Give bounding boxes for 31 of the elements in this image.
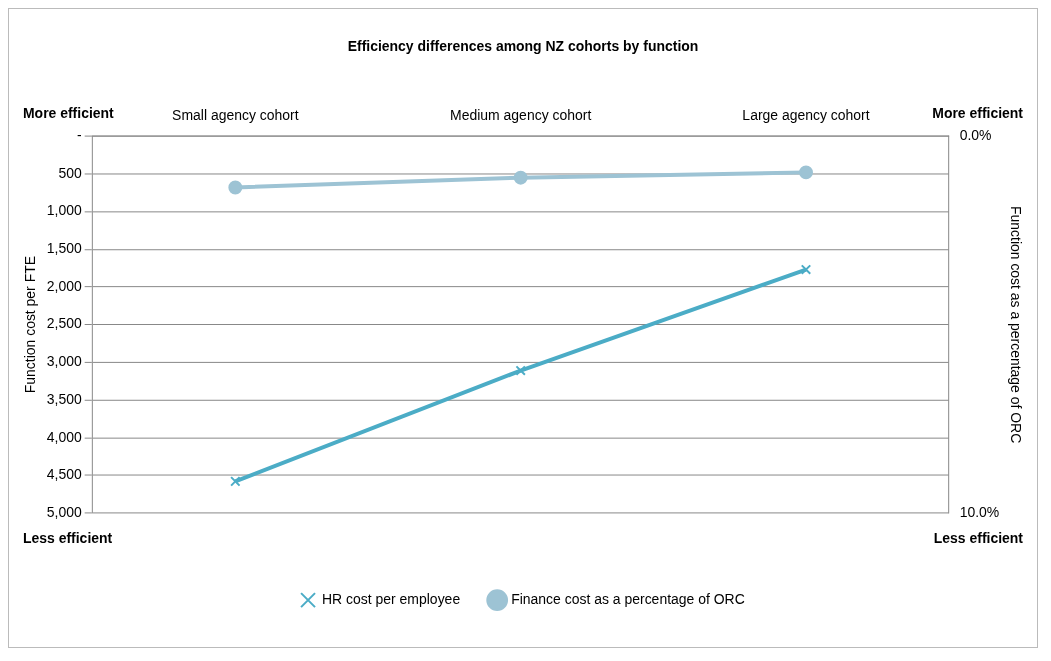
legend-label: Finance cost as a percentage of ORC: [511, 591, 745, 607]
point: [799, 165, 813, 180]
legend-label: HR cost per employee: [322, 591, 461, 607]
x-tick-label: Small agency cohort: [172, 106, 299, 123]
y-tick-label: 2,000: [46, 277, 82, 294]
point: [515, 365, 526, 376]
chart-title: Efficiency differences among NZ cohorts by function: [347, 38, 699, 55]
text: Less efficient: [22, 529, 113, 546]
y-tick-label: 4,500: [46, 466, 82, 483]
y-axis-title: Function cost per FTE: [22, 256, 39, 394]
y2-tick-label: 10.0%: [959, 503, 1000, 520]
y-tick-label: 1,500: [46, 240, 82, 257]
text: Less efficient: [933, 529, 1024, 546]
y2-axis-title: Function cost as a percentage of ORC: [1007, 206, 1024, 444]
y-tick-label: 2,500: [46, 315, 82, 332]
y-tick-label: 3,500: [46, 390, 82, 407]
y-tick-label: 500: [58, 164, 82, 181]
x-tick-label: Medium agency cohort: [450, 106, 592, 123]
point: [230, 476, 241, 487]
y2-tick-label: 0.0%: [959, 127, 992, 144]
y-tick-label: 5,000: [46, 503, 82, 520]
y-tick-label: 3,000: [46, 353, 82, 370]
text: More efficient: [22, 105, 115, 122]
y-tick-label: 1,000: [46, 202, 82, 219]
point: [800, 264, 812, 275]
y-tick-label: -: [77, 127, 83, 144]
text: More efficient: [932, 105, 1024, 122]
x-tick-label: Large agency cohort: [742, 106, 870, 123]
point: [228, 180, 243, 195]
y-tick-label: 4,000: [46, 428, 82, 445]
point: [513, 170, 528, 185]
